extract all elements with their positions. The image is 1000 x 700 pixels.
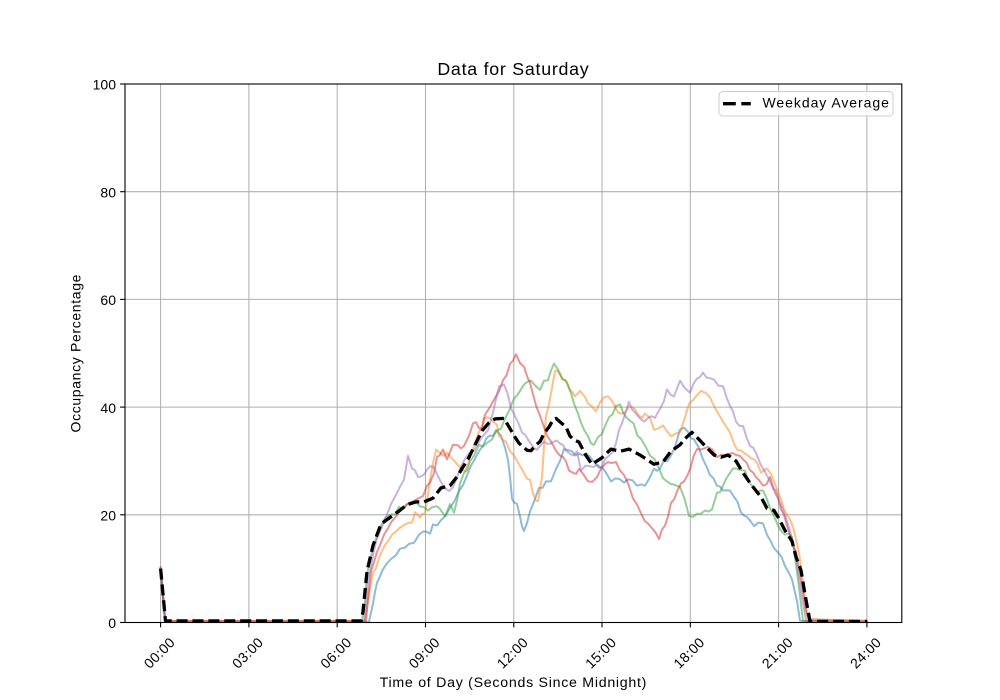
svg-text:20: 20 xyxy=(100,508,116,524)
svg-text:Data for Saturday: Data for Saturday xyxy=(437,59,589,79)
svg-text:0: 0 xyxy=(108,615,116,631)
svg-text:100: 100 xyxy=(93,77,117,93)
svg-text:Weekday Average: Weekday Average xyxy=(763,95,890,111)
svg-text:60: 60 xyxy=(100,292,116,308)
svg-text:Occupancy Percentage: Occupancy Percentage xyxy=(68,274,84,433)
svg-text:Time of Day (Seconds Since Mid: Time of Day (Seconds Since Midnight) xyxy=(380,675,647,691)
svg-text:40: 40 xyxy=(100,400,116,416)
svg-text:80: 80 xyxy=(100,184,116,200)
